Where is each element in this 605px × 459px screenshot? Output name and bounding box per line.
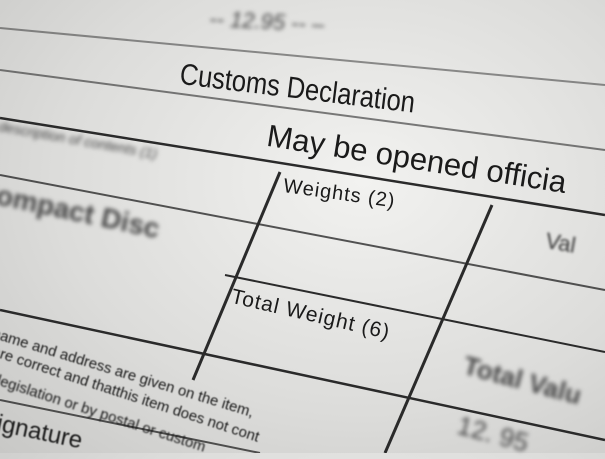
value-label: Val [543,228,578,258]
form-line [191,171,282,381]
form-line [0,116,605,217]
form-line [0,308,605,442]
form-line [0,399,261,453]
form-line [383,204,494,453]
form-line [0,27,605,86]
form-line [0,69,605,151]
form-line [0,174,605,291]
form-line [224,274,605,353]
